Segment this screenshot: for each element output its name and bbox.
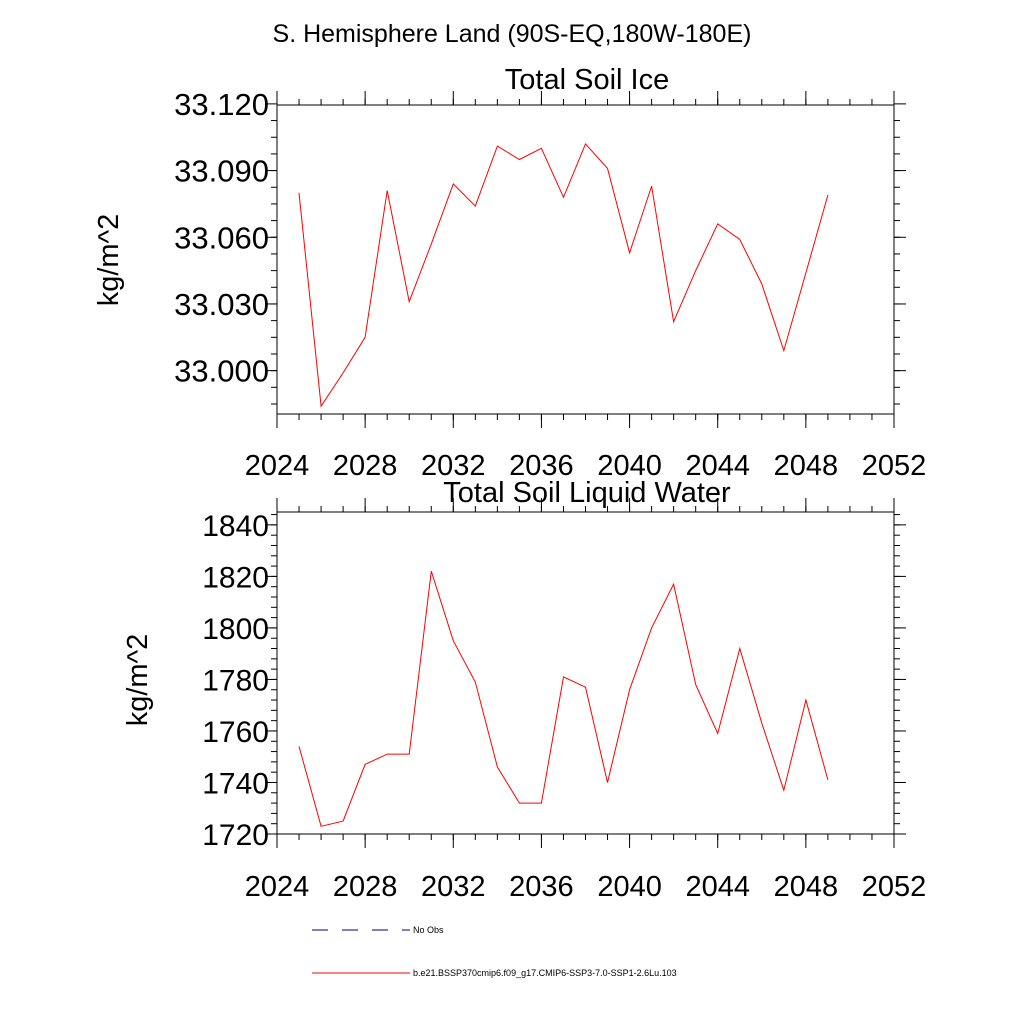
series-line [298,142,829,408]
x-tick-labels: 2024 2028 2032 2036 2040 2044 2048 2052 [245,871,927,903]
series-group [298,571,829,827]
x-tick-label: 2032 [421,450,486,482]
legend-label: b.e21.BSSP370cmip6.f09_g17.CMIP6-SSP3-7.… [413,968,677,978]
x-tick-label: 2048 [774,871,839,903]
y-tick-label: 33.120 [174,87,269,122]
x-tick-label: 2028 [333,871,398,903]
y-tick-label: 33.030 [174,287,269,322]
series-group [298,142,829,408]
y-tick-labels: 1720 1740 1760 1780 1800 1820 1840 [202,510,269,852]
y-tick-label: 1840 [202,510,269,543]
x-tick-label: 2040 [597,450,662,482]
panel-title: Total Soil Liquid Water [443,477,731,509]
x-tick-label: 2036 [509,450,574,482]
y-tick-label: 1740 [202,767,269,800]
x-tick-labels: 2024 2028 2032 2036 2040 2044 2048 2052 [245,450,927,482]
panel-soil-ice: Total Soil Ice kg/m^2 33.000 33.030 33.060… [93,64,926,482]
plot-frame [276,511,895,835]
y-tick-label: 1720 [202,819,269,852]
x-tick-label: 2024 [245,450,310,482]
legend: No Obs b.e21.BSSP370cmip6.f09_g17.CMIP6-… [312,925,677,978]
x-tick-label: 2052 [862,871,927,903]
series-line [298,571,829,827]
y-tick-label: 1820 [202,561,269,594]
y-tick-marks [265,103,906,405]
x-tick-label: 2032 [421,871,486,903]
x-tick-label: 2024 [245,871,310,903]
y-tick-label: 33.060 [174,220,269,255]
y-tick-label: 33.000 [174,354,269,389]
panel-title: Total Soil Ice [505,64,669,96]
x-tick-label: 2036 [509,871,574,903]
x-tick-label: 2028 [333,450,398,482]
figure-title: S. Hemisphere Land (90S-EQ,180W-180E) [273,20,752,48]
y-tick-label: 1780 [202,664,269,697]
y-tick-labels: 33.000 33.030 33.060 33.090 33.120 [174,87,269,389]
y-tick-marks [265,514,906,835]
panel-soil-liquid-water: Total Soil Liquid Water kg/m^2 172017401… [122,477,926,903]
y-axis-label: kg/m^2 [122,634,154,727]
y-tick-label: 1800 [202,613,269,646]
legend-label: No Obs [413,925,444,935]
y-tick-label: 33.090 [174,154,269,189]
plot-frame [276,104,895,415]
legend-item-model-run: b.e21.BSSP370cmip6.f09_g17.CMIP6-SSP3-7.… [312,968,677,978]
legend-item-no-obs: No Obs [312,925,444,935]
x-tick-label: 2052 [862,450,927,482]
y-axis-label: kg/m^2 [93,214,125,307]
x-tick-label: 2040 [597,871,662,903]
x-tick-marks [276,91,895,428]
x-tick-marks [276,498,895,848]
x-tick-label: 2048 [774,450,839,482]
x-tick-label: 2044 [685,450,750,482]
x-tick-label: 2044 [685,871,750,903]
y-tick-label: 1760 [202,716,269,749]
